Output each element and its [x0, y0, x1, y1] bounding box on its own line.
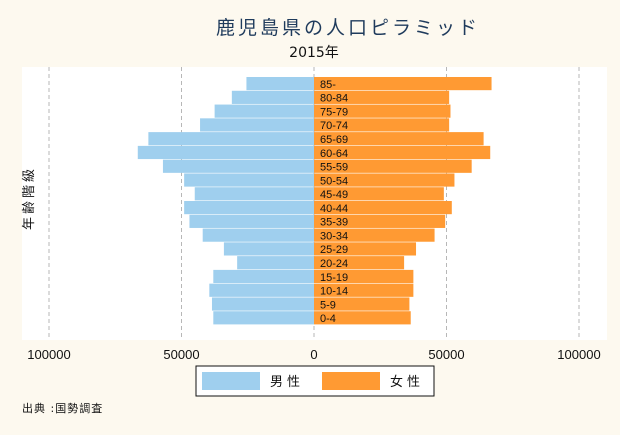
legend-label-female: 女性 — [390, 374, 424, 390]
bar-male-25-29 — [223, 242, 314, 256]
female-bars — [314, 77, 492, 325]
age-label-80-84: 80-84 — [320, 93, 348, 105]
bar-female-25-29 — [314, 242, 417, 256]
bar-female-20-24 — [314, 256, 405, 270]
age-label-10-14: 10-14 — [320, 286, 348, 298]
bar-female-10-14 — [314, 283, 414, 297]
bar-male-0-4 — [213, 311, 314, 325]
x-tick-label-2: 0 — [310, 347, 317, 362]
x-tick-label-1: 50000 — [163, 347, 199, 362]
legend: 男性 女性 — [195, 365, 435, 397]
bar-female-40-44 — [314, 201, 452, 215]
age-label-85-: 85- — [320, 79, 336, 91]
bar-female-70-74 — [314, 118, 450, 132]
age-label-0-4: 0-4 — [320, 313, 336, 325]
age-label-75-79: 75-79 — [320, 106, 348, 118]
bar-male-35-39 — [189, 214, 314, 228]
source-note: 出典 :国勢調査 — [22, 401, 103, 415]
bar-female-80-84 — [314, 90, 450, 104]
legend-swatch-male — [202, 372, 260, 390]
age-label-25-29: 25-29 — [320, 244, 348, 256]
age-label-70-74: 70-74 — [320, 120, 348, 132]
chart-title: 鹿児島県の人口ピラミッド — [216, 17, 480, 39]
age-label-45-49: 45-49 — [320, 189, 348, 201]
legend-label-male: 男性 — [270, 375, 304, 390]
age-label-40-44: 40-44 — [320, 203, 348, 215]
bar-female-55-59 — [314, 159, 472, 173]
age-label-35-39: 35-39 — [320, 217, 348, 229]
bar-male-75-79 — [214, 104, 314, 118]
bar-male-20-24 — [237, 256, 314, 270]
y-axis-label: 年齢階級 — [22, 166, 37, 230]
age-label-60-64: 60-64 — [320, 148, 348, 160]
age-label-55-59: 55-59 — [320, 162, 348, 174]
bar-female-15-19 — [314, 269, 414, 284]
bar-male-5-9 — [211, 297, 314, 311]
age-label-65-69: 65-69 — [320, 134, 348, 146]
bar-female-75-79 — [314, 104, 451, 118]
bar-female-5-9 — [314, 297, 410, 311]
bar-male-10-14 — [209, 283, 314, 297]
bar-male-55-59 — [162, 159, 314, 173]
bar-male-80-84 — [231, 90, 314, 104]
age-label-15-19: 15-19 — [320, 272, 348, 284]
bar-male-30-34 — [202, 228, 314, 242]
bar-female-0-4 — [314, 311, 411, 325]
bar-female-45-49 — [314, 187, 444, 201]
age-label-30-34: 30-34 — [320, 230, 348, 242]
chart-subtitle: 2015年 — [289, 45, 339, 61]
bar-female-85- — [314, 77, 492, 91]
bar-male-65-69 — [148, 132, 314, 146]
x-tick-labels: 100000 50000 0 50000 100000 — [27, 347, 600, 362]
bar-male-70-74 — [200, 118, 314, 132]
bar-female-35-39 — [314, 214, 446, 228]
male-bars — [137, 77, 314, 325]
bar-male-85- — [246, 77, 314, 91]
legend-swatch-female — [322, 372, 380, 390]
age-label-20-24: 20-24 — [320, 258, 348, 270]
bar-male-40-44 — [184, 201, 314, 215]
bar-female-30-34 — [314, 228, 435, 242]
bar-female-65-69 — [314, 132, 484, 146]
bar-female-50-54 — [314, 173, 455, 187]
age-label-50-54: 50-54 — [320, 175, 348, 187]
x-tick-label-3: 50000 — [428, 347, 464, 362]
bar-female-60-64 — [314, 145, 491, 160]
x-tick-label-4: 100000 — [557, 347, 600, 362]
bar-male-60-64 — [137, 145, 314, 160]
age-label-5-9: 5-9 — [320, 299, 336, 311]
bar-male-15-19 — [213, 269, 314, 284]
bar-male-45-49 — [194, 187, 314, 201]
bar-male-50-54 — [184, 173, 314, 187]
x-tick-label-0: 100000 — [27, 347, 70, 362]
